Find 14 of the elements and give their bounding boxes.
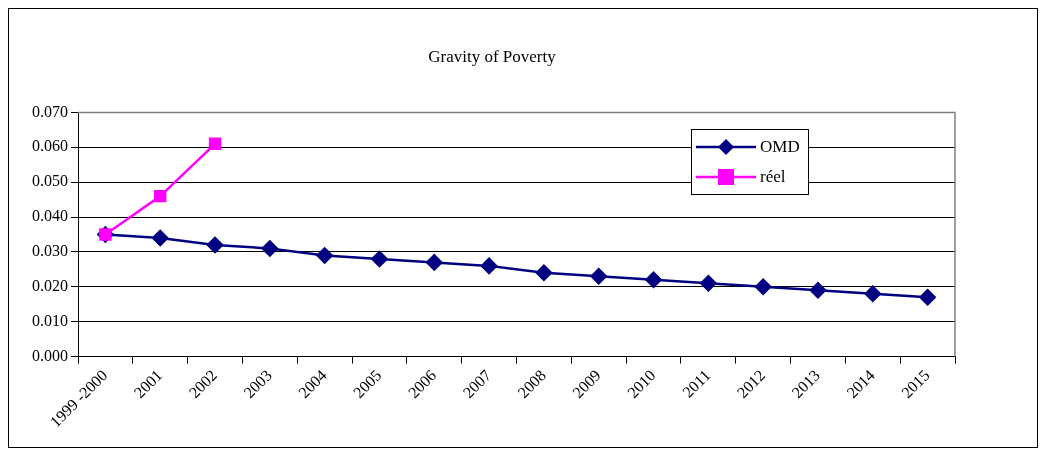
x-tick-label: 2012: [733, 366, 769, 402]
y-tick-label: 0.000: [32, 346, 68, 364]
y-tick-label: 0.010: [32, 311, 68, 329]
legend-label: OMD: [760, 137, 800, 157]
legend-label: réel: [760, 167, 786, 187]
y-tick-label: 0.070: [32, 102, 68, 120]
x-tick-label: 2011: [679, 366, 714, 401]
y-tick-label: 0.040: [32, 207, 68, 225]
y-tick-label: 0.050: [32, 172, 68, 190]
y-tick-label: 0.060: [32, 137, 68, 155]
y-tick-label: 0.030: [32, 242, 68, 260]
x-tick-label: 2001: [130, 366, 166, 402]
chart-title: Gravity of Poverty: [428, 46, 557, 66]
y-tick-label: 0.020: [32, 277, 68, 295]
